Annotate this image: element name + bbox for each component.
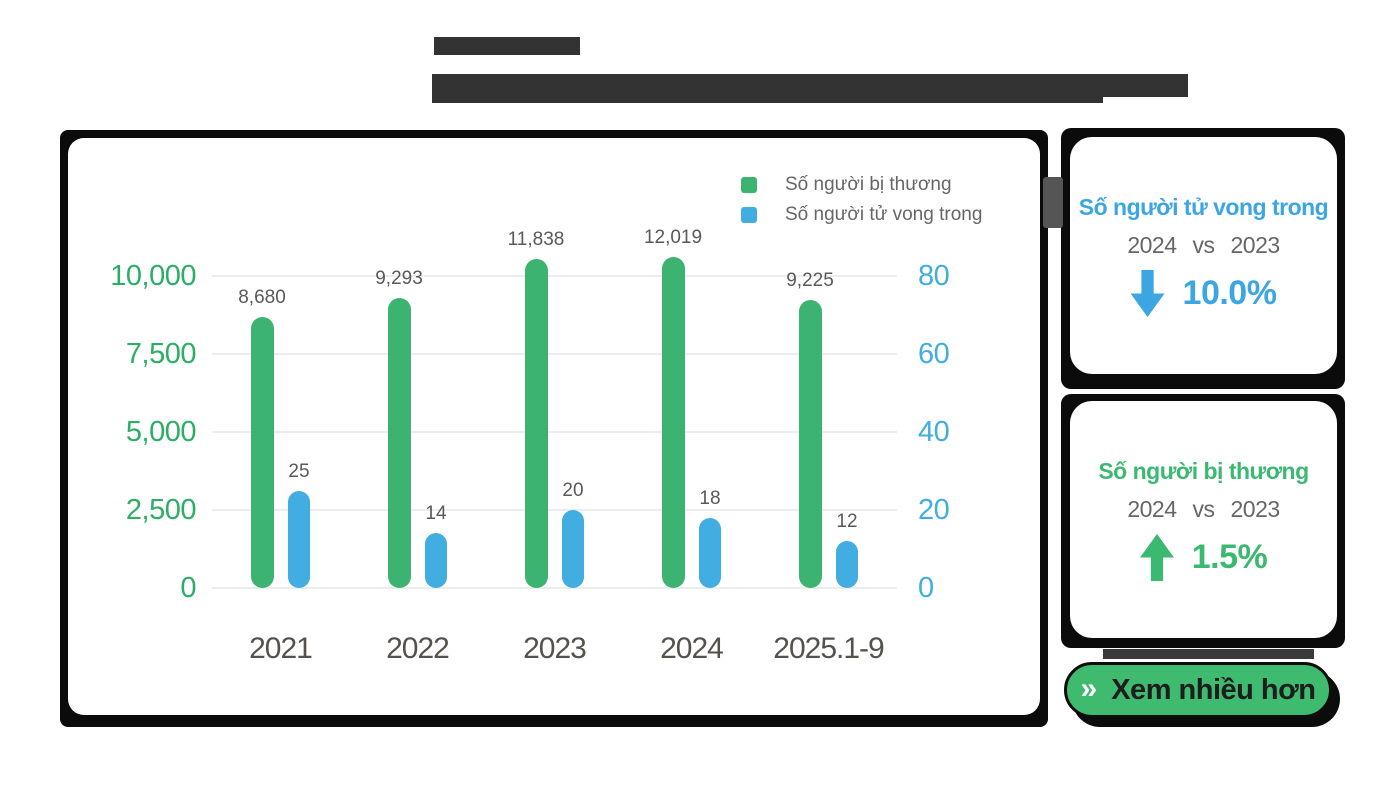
stat-card-percent: 10.0%: [1182, 274, 1277, 312]
x-axis-label: 2023: [523, 632, 587, 665]
compare-year-left: 2024: [1127, 232, 1177, 258]
green-bar-value: 9,293: [375, 268, 423, 290]
chart-plot: 10,000 80 7,500 60 5,000 40 2,500 20 0 0 8,680 25 20…: [68, 138, 1040, 715]
stat-card-deaths: Số người tử vong trong 2024 vs 2023 10.0…: [1061, 128, 1345, 389]
gridline: [212, 275, 897, 277]
x-axis-label: 2024: [660, 632, 724, 665]
legend-item: Số người bị thương: [741, 170, 982, 200]
blue-bar-2022: [425, 533, 447, 588]
redacted-subtitle-block: [432, 74, 1103, 103]
chart-legend: Số người bị thương Số người tử vong trong: [741, 170, 982, 230]
green-bar-value: 12,019: [643, 227, 703, 249]
stat-card-injured: Số người bị thương 2024 vs 2023 1.5%: [1061, 394, 1345, 648]
stat-card-change: 10.0%: [1130, 270, 1277, 317]
blue-bar-value: 14: [425, 503, 447, 525]
right-axis-tick: 0: [918, 572, 934, 604]
green-bar-2021: [250, 317, 274, 588]
compare-year-left: 2024: [1127, 496, 1177, 522]
x-axis-label: 2022: [386, 632, 450, 665]
gridline: [212, 509, 897, 511]
stat-card-inner: Số người bị thương 2024 vs 2023 1.5%: [1070, 401, 1337, 638]
blue-bar-value: 20: [562, 480, 584, 501]
green-bar-2024: [661, 257, 685, 588]
left-axis-tick: 2,500: [125, 494, 197, 526]
double-chevron-icon: »: [1080, 671, 1098, 705]
compare-vs: vs: [1192, 496, 1216, 522]
blue-bar-value: 18: [699, 487, 721, 509]
blue-bar-2025.1-9: [836, 541, 858, 588]
up-arrow-icon: [1140, 534, 1174, 581]
green-bar-value: 9,225: [786, 270, 834, 292]
stat-card-title: Số người tử vong trong: [1078, 194, 1329, 220]
right-axis-tick: 60: [918, 338, 950, 370]
blue-bar-value: 12: [836, 511, 858, 533]
stat-card-percent: 1.5%: [1191, 538, 1268, 576]
right-axis-tick: 20: [918, 494, 950, 526]
stat-card-title: Số người bị thương: [1098, 458, 1309, 484]
x-axis-label: 2025.1-9: [773, 632, 884, 665]
blue-bar-2023: [562, 510, 584, 588]
green-bar-2023: [524, 258, 548, 588]
compare-vs: vs: [1192, 232, 1216, 258]
green-bar-2022: [387, 298, 411, 588]
legend-item: Số người tử vong trong: [741, 200, 982, 230]
left-axis-tick: 0: [180, 572, 196, 604]
blue-bar-2021: [288, 490, 310, 588]
blue-bar-2024: [699, 517, 721, 588]
connector-tab: [1043, 177, 1063, 228]
legend-swatch: [741, 207, 757, 223]
see-more-label: Xem nhiều hơn: [1111, 673, 1316, 706]
compare-year-right: 2023: [1230, 496, 1281, 522]
blue-bar-value: 25: [288, 460, 310, 482]
right-axis-tick: 80: [918, 260, 950, 292]
legend-label: Số người bị thương: [785, 174, 952, 195]
stat-card-compare: 2024 vs 2023: [1127, 496, 1281, 523]
see-more-button[interactable]: » Xem nhiều hơn: [1064, 662, 1332, 718]
left-axis-tick: 5,000: [125, 416, 197, 448]
redacted-title-block: [434, 37, 580, 55]
stat-card-compare: 2024 vs 2023: [1127, 232, 1281, 259]
stat-card-inner: Số người tử vong trong 2024 vs 2023 10.0…: [1070, 137, 1337, 374]
x-axis-label: 2021: [249, 632, 313, 665]
green-bar-value: 11,838: [507, 228, 565, 250]
right-axis-tick: 40: [918, 416, 950, 448]
legend-swatch: [741, 177, 757, 193]
chart-card: Số người bị thương Số người tử vong trong…: [60, 130, 1048, 727]
green-bar-2025.1-9: [798, 300, 822, 588]
green-bar-value: 8,680: [238, 287, 286, 309]
gridline: [212, 431, 897, 433]
gridline: [212, 587, 897, 589]
left-axis-tick: 7,500: [125, 338, 197, 370]
chart-card-inner: Số người bị thương Số người tử vong trong…: [68, 138, 1040, 715]
left-axis-tick: 10,000: [110, 260, 196, 292]
stat-card-change: 1.5%: [1140, 534, 1268, 581]
compare-year-right: 2023: [1230, 232, 1281, 258]
down-arrow-icon: [1130, 270, 1165, 317]
shadow-strip: [1103, 649, 1314, 659]
gridline: [212, 353, 897, 355]
legend-label: Số người tử vong trong: [785, 204, 983, 225]
